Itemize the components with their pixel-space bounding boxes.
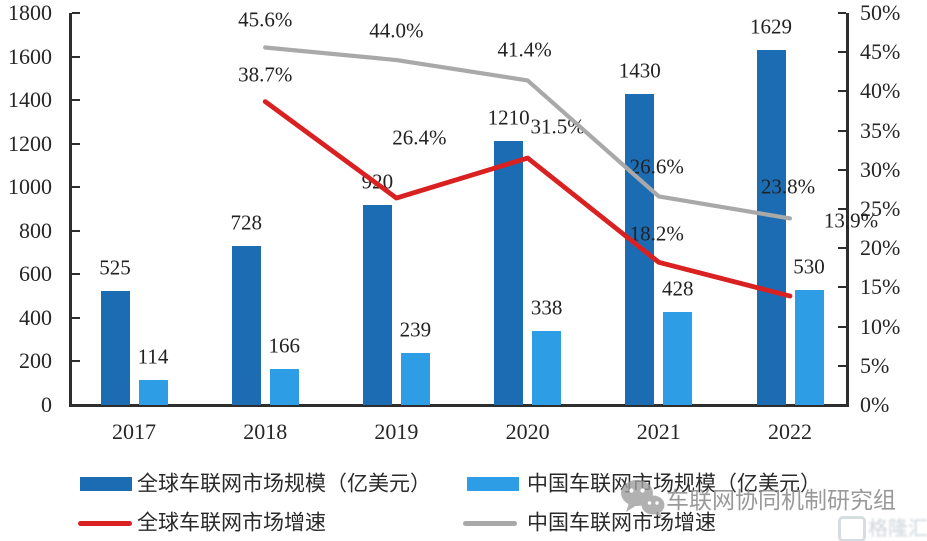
- left-axis-tick-label: 200: [19, 348, 52, 374]
- right-axis-tick-label: 0%: [860, 392, 890, 417]
- right-axis-tick: [838, 325, 846, 328]
- right-axis-tick: [838, 404, 846, 406]
- left-axis-tick: [72, 273, 80, 276]
- gelonghui-logo-icon: [838, 516, 866, 541]
- left-axis-tick: [72, 142, 80, 145]
- growth-point-label: 44.0%: [369, 18, 424, 43]
- bar-value-label: 525: [99, 255, 131, 280]
- wechat-icon: [621, 480, 665, 517]
- right-axis-tick: [838, 90, 846, 93]
- left-axis-tick-label: 600: [19, 261, 52, 287]
- growth-point-label: 41.4%: [497, 37, 552, 62]
- right-axis-tick-label: 45%: [860, 39, 901, 65]
- bar-value-label: 338: [530, 295, 563, 320]
- bar-value-label: 728: [230, 210, 262, 235]
- bar-china-2019: [400, 352, 430, 405]
- year-label-2017: 2017: [112, 419, 156, 444]
- watermark-text: 车联网协同机制研究组: [666, 488, 896, 513]
- bar-value-label: 1629: [750, 14, 792, 39]
- bar-value-label: 239: [399, 317, 432, 342]
- bar-global-2019: [362, 204, 392, 405]
- bar-china-2017: [138, 380, 168, 405]
- bar-china-2018: [269, 368, 299, 405]
- left-axis-tick-label: 1200: [8, 130, 52, 156]
- growth-point-label: 26.6%: [629, 154, 684, 179]
- legend-swatch-global-size: [80, 477, 132, 491]
- bar-china-2022: [794, 289, 824, 405]
- right-axis-tick: [838, 129, 846, 132]
- left-axis-tick-label: 1800: [8, 0, 52, 25]
- growth-point-label: 18.2%: [629, 221, 684, 246]
- left-axis-tick: [72, 55, 80, 58]
- legend-label-global-growth: 全球车联网市场增速: [137, 510, 326, 535]
- legend-label-global-size: 全球车联网市场规模（亿美元）: [137, 471, 431, 496]
- bar-value-label: 166: [268, 333, 300, 358]
- right-axis-tick-label: 30%: [860, 156, 901, 182]
- legend-label-china-growth: 中国车联网市场增速: [527, 510, 716, 535]
- right-axis-tick-label: 25%: [860, 196, 901, 221]
- bar-value-label: 1210: [487, 105, 530, 130]
- bar-global-2021: [625, 93, 655, 405]
- right-axis-tick-label: 20%: [860, 235, 901, 261]
- year-label-2021: 2021: [636, 419, 681, 444]
- right-axis-tick-label: 5%: [860, 352, 890, 378]
- right-axis-tick: [838, 168, 846, 171]
- right-axis-tick-label: 35%: [860, 117, 901, 143]
- left-axis-tick: [72, 360, 80, 363]
- legend-label-china-size: 中国车联网市场规模（亿美元）: [527, 471, 821, 496]
- bar-global-2020: [494, 141, 524, 405]
- left-axis-line: [69, 13, 72, 407]
- bar-global-2017: [100, 290, 130, 405]
- x-axis-line: [69, 404, 849, 407]
- bar-china-2020: [532, 331, 562, 405]
- year-label-2022: 2022: [768, 419, 812, 444]
- right-axis-tick: [838, 364, 846, 367]
- left-axis-tick: [72, 99, 80, 102]
- bar-value-label: 530: [793, 254, 825, 279]
- growth-point-label: 13.9%: [823, 208, 879, 233]
- left-axis-tick: [72, 404, 80, 406]
- year-label-2018: 2018: [243, 419, 288, 444]
- bar-value-label: 1430: [618, 58, 661, 83]
- right-axis-tick: [838, 51, 846, 54]
- legend-swatch-china-size: [467, 477, 519, 491]
- right-axis-tick: [838, 286, 846, 289]
- left-axis-tick: [72, 12, 80, 14]
- right-axis-line: [846, 13, 849, 407]
- legend-swatch-china-growth: [463, 521, 517, 526]
- right-axis-tick-label: 50%: [860, 0, 901, 25]
- right-axis-tick-label: 40%: [860, 78, 901, 104]
- left-axis-tick-label: 0: [41, 392, 52, 417]
- left-axis-tick: [72, 316, 80, 319]
- left-axis-tick-label: 1000: [8, 174, 52, 200]
- growth-point-label: 31.5%: [530, 114, 585, 139]
- right-axis-tick: [838, 208, 846, 210]
- growth-point-label: 23.8%: [760, 174, 816, 199]
- left-axis-tick: [72, 186, 80, 189]
- right-axis-tick-label: 15%: [860, 274, 901, 300]
- bar-global-2018: [231, 246, 261, 405]
- bar-value-label: 428: [662, 276, 694, 301]
- bar-china-2021: [663, 311, 693, 405]
- bar-value-label: 114: [137, 344, 169, 369]
- year-label-2019: 2019: [374, 419, 419, 444]
- left-axis-tick-label: 1600: [8, 43, 52, 69]
- year-label-2020: 2020: [505, 419, 550, 444]
- right-axis-tick: [838, 247, 846, 250]
- right-axis-tick: [838, 12, 846, 14]
- left-axis-tick-label: 1400: [8, 87, 52, 113]
- legend-swatch-global-growth: [78, 521, 132, 526]
- gelonghui-logo-text: 格隆汇: [868, 518, 927, 540]
- left-axis-tick-label: 400: [19, 304, 52, 330]
- left-axis-tick: [72, 229, 80, 232]
- growth-point-label: 38.7%: [238, 62, 293, 87]
- growth-point-label: 45.6%: [238, 7, 293, 32]
- bar-value-label: 920: [361, 169, 394, 194]
- left-axis-tick-label: 800: [19, 217, 52, 243]
- right-axis-tick-label: 10%: [860, 313, 901, 339]
- growth-point-label: 26.4%: [392, 125, 447, 150]
- bar-global-2022: [756, 50, 786, 405]
